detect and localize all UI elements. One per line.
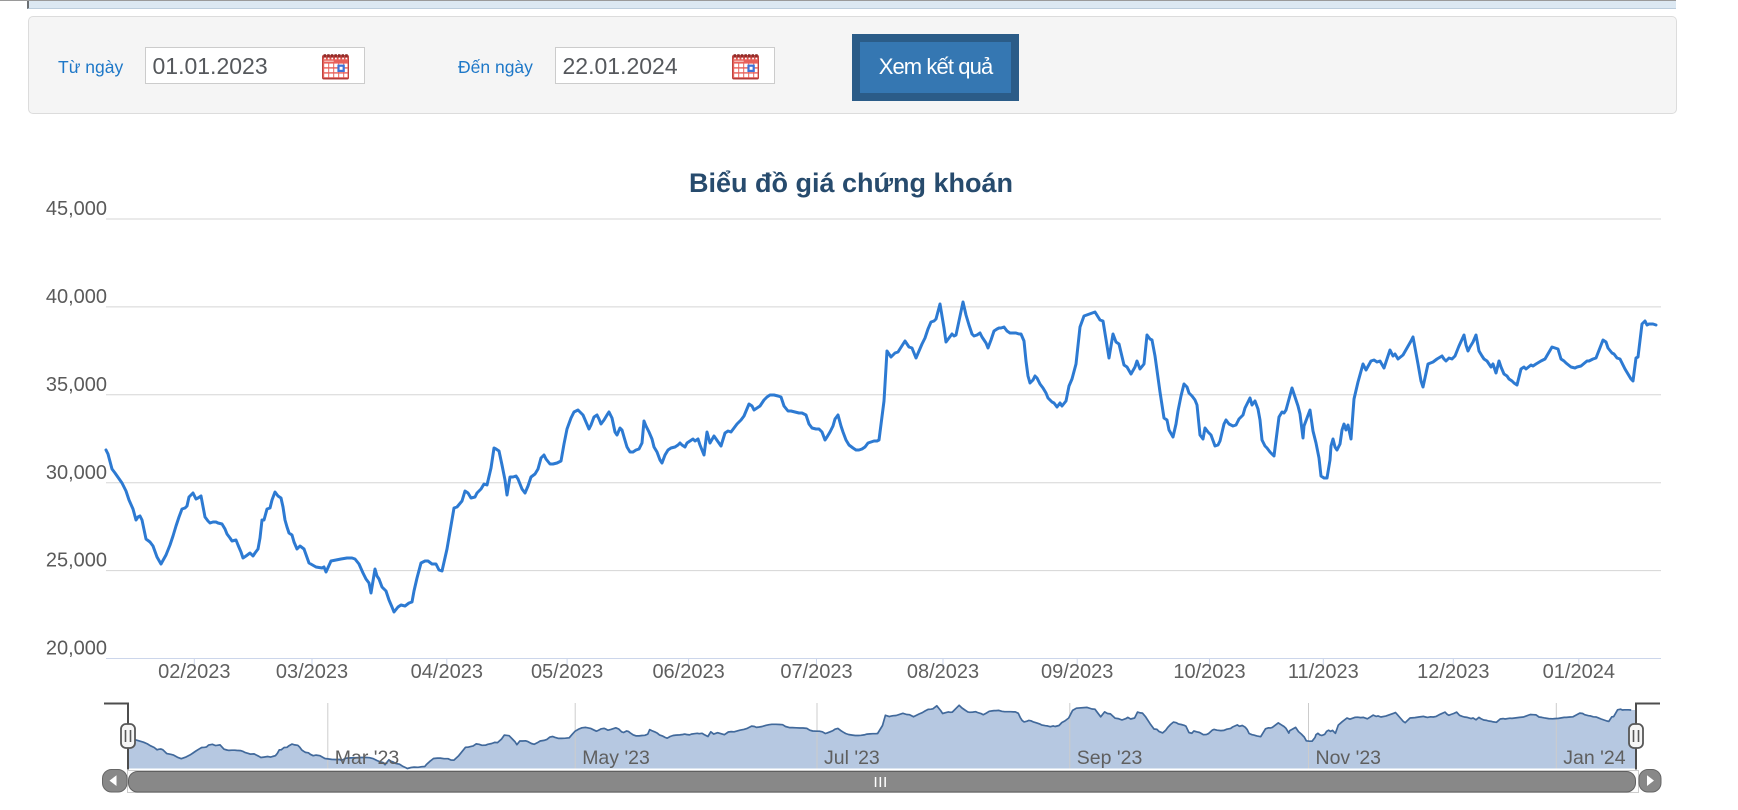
svg-text:04/2023: 04/2023: [411, 661, 483, 683]
svg-text:Jan '24: Jan '24: [1563, 747, 1625, 769]
svg-text:12/2023: 12/2023: [1417, 661, 1489, 683]
svg-text:08/2023: 08/2023: [907, 661, 979, 683]
svg-text:Nov '23: Nov '23: [1316, 747, 1382, 769]
svg-text:05/2023: 05/2023: [531, 661, 603, 683]
svg-text:07/2023: 07/2023: [780, 661, 852, 683]
svg-text:Mar '23: Mar '23: [335, 747, 399, 769]
svg-text:25,000: 25,000: [46, 550, 107, 572]
svg-text:06/2023: 06/2023: [652, 661, 724, 683]
svg-text:40,000: 40,000: [46, 286, 107, 308]
svg-text:May '23: May '23: [582, 747, 650, 769]
svg-text:Jul '23: Jul '23: [824, 747, 880, 769]
svg-text:10/2023: 10/2023: [1173, 661, 1245, 683]
svg-text:09/2023: 09/2023: [1041, 661, 1113, 683]
svg-text:01/2024: 01/2024: [1543, 661, 1615, 683]
svg-text:02/2023: 02/2023: [158, 661, 230, 683]
svg-text:03/2023: 03/2023: [276, 661, 348, 683]
svg-text:Biểu đồ giá chứng khoán: Biểu đồ giá chứng khoán: [689, 168, 1013, 198]
svg-text:20,000: 20,000: [46, 638, 107, 660]
svg-text:35,000: 35,000: [46, 374, 107, 396]
svg-text:11/2023: 11/2023: [1288, 661, 1359, 683]
svg-text:45,000: 45,000: [46, 198, 107, 220]
svg-text:Sep '23: Sep '23: [1077, 747, 1143, 769]
svg-text:30,000: 30,000: [46, 462, 107, 484]
